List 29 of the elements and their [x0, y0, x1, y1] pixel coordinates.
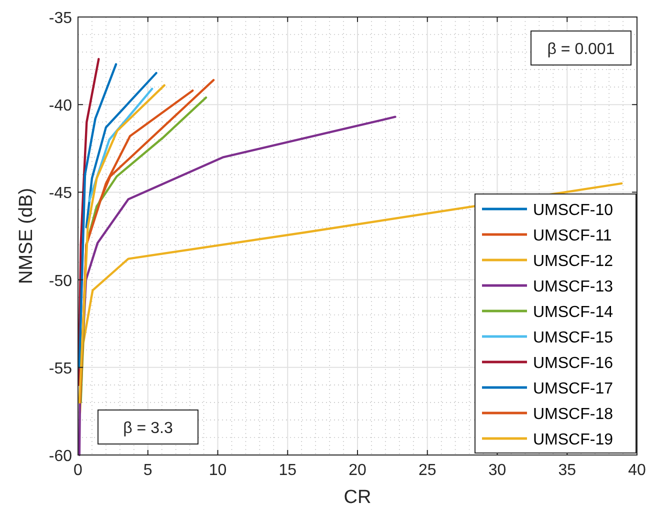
- y-tick-label: -55: [48, 360, 72, 378]
- legend-label: UMSCF-10: [533, 202, 614, 219]
- x-tick-label: 40: [628, 462, 646, 479]
- x-tick-label: 20: [348, 462, 366, 479]
- x-tick-label: 10: [208, 462, 227, 479]
- y-tick-label: -60: [48, 448, 72, 465]
- legend-label: UMSCF-17: [533, 380, 614, 398]
- x-tick-label: 30: [488, 462, 506, 479]
- legend-label: UMSCF-15: [533, 330, 614, 346]
- legend-label: UMSCF-19: [533, 432, 614, 448]
- x-tick-label: 5: [143, 462, 152, 479]
- legend-label: UMSCF-12: [533, 253, 614, 270]
- x-tick-label: 35: [558, 462, 576, 479]
- y-tick-label: -40: [48, 98, 72, 115]
- x-axis-title: CR: [344, 487, 372, 508]
- y-tick-label: -35: [48, 10, 72, 27]
- x-tick-label: 25: [418, 462, 436, 479]
- y-tick-label: -45: [48, 185, 72, 202]
- x-tick-label: 15: [278, 462, 297, 479]
- y-axis-title: NMSE (dB): [16, 188, 37, 284]
- annotation: β = 0.001: [547, 41, 615, 58]
- annotation: β = 3.3: [123, 420, 173, 437]
- legend-label: UMSCF-11: [533, 228, 612, 244]
- legend-label: UMSCF-13: [533, 278, 614, 296]
- y-tick-label: -50: [48, 272, 72, 290]
- legend-label: UMSCF-16: [533, 355, 614, 372]
- legend-label: UMSCF-18: [533, 406, 614, 423]
- x-tick-label: 0: [74, 462, 83, 479]
- legend-label: UMSCF-14: [533, 304, 614, 321]
